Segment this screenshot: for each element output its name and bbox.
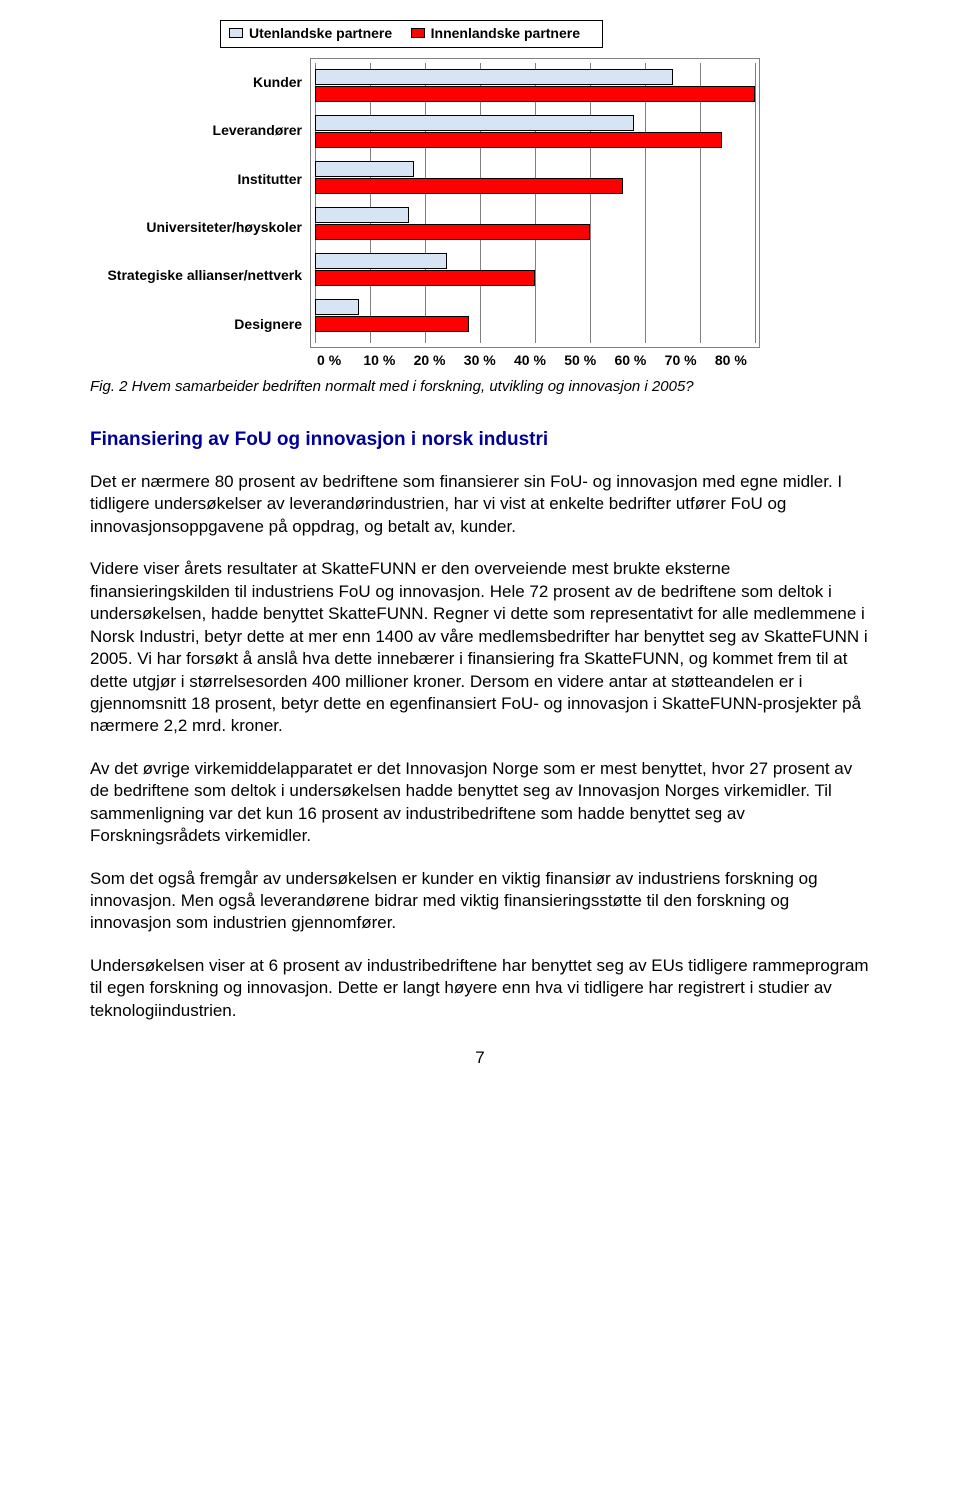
- x-tick-label: 30 %: [455, 352, 505, 368]
- plot-frame: [310, 58, 760, 348]
- body-paragraph-1: Det er nærmere 80 prosent av bedriftene …: [90, 471, 870, 538]
- x-tick-label: 20 %: [404, 352, 454, 368]
- x-tick-label: 50 %: [555, 352, 605, 368]
- bar-utenlandske: [315, 207, 409, 223]
- category-labels: KunderLeverandørerInstitutterUniversitet…: [90, 58, 310, 348]
- x-tick-label: 40 %: [505, 352, 555, 368]
- x-tick-label: 70 %: [656, 352, 706, 368]
- legend-swatch-1: [229, 28, 243, 38]
- gridline: [535, 63, 536, 343]
- bar-utenlandske: [315, 69, 673, 85]
- bar-innenlandske: [315, 178, 623, 194]
- category-label: Strategiske allianser/nettverk: [90, 252, 302, 298]
- body-paragraph-4: Som det også fremgår av undersøkelsen er…: [90, 868, 870, 935]
- partner-chart: KunderLeverandørerInstitutterUniversitet…: [90, 58, 870, 348]
- gridline: [590, 63, 591, 343]
- bar-utenlandske: [315, 253, 447, 269]
- x-tick-label: 0 %: [304, 352, 354, 368]
- gridline: [645, 63, 646, 343]
- gridline: [480, 63, 481, 343]
- category-label: Leverandører: [90, 107, 302, 153]
- figure-caption: Fig. 2 Hvem samarbeider bedriften normal…: [90, 378, 870, 395]
- bar-innenlandske: [315, 224, 590, 240]
- legend-item-innenlandske: Innenlandske partnere: [411, 25, 580, 41]
- x-tick-label: 80 %: [706, 352, 756, 368]
- x-tick-label: 60 %: [605, 352, 655, 368]
- category-label: Kunder: [90, 59, 302, 105]
- body-paragraph-3: Av det øvrige virkemiddelapparatet er de…: [90, 758, 870, 848]
- legend-swatch-2: [411, 28, 425, 38]
- body-paragraph-2: Videre viser årets resultater at SkatteF…: [90, 558, 870, 738]
- page-number: 7: [90, 1048, 870, 1068]
- gridline: [755, 63, 756, 343]
- category-label: Institutter: [90, 156, 302, 202]
- x-axis-ticks: 0 %10 %20 %30 %40 %50 %60 %70 %80 %: [304, 352, 756, 368]
- body-paragraph-5: Undersøkelsen viser at 6 prosent av indu…: [90, 955, 870, 1022]
- gridline: [700, 63, 701, 343]
- bar-innenlandske: [315, 316, 469, 332]
- plot-area: [315, 63, 755, 343]
- gridline: [370, 63, 371, 343]
- bar-innenlandske: [315, 86, 755, 102]
- category-label: Universiteter/høyskoler: [90, 204, 302, 250]
- bar-utenlandske: [315, 115, 634, 131]
- legend-label-2: Innenlandske partnere: [431, 25, 580, 41]
- bar-innenlandske: [315, 270, 535, 286]
- bar-utenlandske: [315, 161, 414, 177]
- chart-legend: Utenlandske partnere Innenlandske partne…: [220, 20, 603, 48]
- bar-utenlandske: [315, 299, 359, 315]
- x-tick-label: 10 %: [354, 352, 404, 368]
- category-label: Designere: [90, 301, 302, 347]
- legend-item-utenlandske: Utenlandske partnere: [229, 25, 392, 41]
- legend-label-1: Utenlandske partnere: [249, 25, 392, 41]
- gridline: [425, 63, 426, 343]
- bar-innenlandske: [315, 132, 722, 148]
- section-heading: Finansiering av FoU og innovasjon i nors…: [90, 429, 870, 451]
